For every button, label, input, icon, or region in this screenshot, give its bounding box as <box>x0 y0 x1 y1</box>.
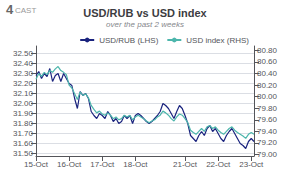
svg-text:32.40: 32.40 <box>13 59 34 68</box>
svg-text:79.80: 79.80 <box>257 104 278 113</box>
svg-text:17-Oct: 17-Oct <box>90 160 115 169</box>
svg-text:80.20: 80.20 <box>257 81 278 90</box>
svg-text:USD index (RHS): USD index (RHS) <box>186 36 249 45</box>
svg-text:80.40: 80.40 <box>257 69 278 78</box>
svg-text:18-Oct: 18-Oct <box>123 160 148 169</box>
svg-text:80.80: 80.80 <box>257 46 278 55</box>
svg-text:79.60: 79.60 <box>257 115 278 124</box>
svg-text:4: 4 <box>6 2 14 17</box>
svg-text:15-Oct: 15-Oct <box>24 160 49 169</box>
svg-text:31.80: 31.80 <box>13 119 34 128</box>
svg-text:80.60: 80.60 <box>257 57 278 66</box>
svg-text:16-Oct: 16-Oct <box>57 160 82 169</box>
svg-text:31.60: 31.60 <box>13 139 34 148</box>
svg-text:32.00: 32.00 <box>13 99 34 108</box>
svg-text:21-Oct: 21-Oct <box>173 160 198 169</box>
svg-text:USD/RUB (LHS): USD/RUB (LHS) <box>99 36 158 45</box>
svg-text:31.70: 31.70 <box>13 129 34 138</box>
svg-text:USD/RUB vs USD index: USD/RUB vs USD index <box>83 7 207 19</box>
svg-text:over the past 2 weeks: over the past 2 weeks <box>106 20 184 29</box>
svg-text:31.50: 31.50 <box>13 149 34 158</box>
svg-text:32.50: 32.50 <box>13 49 34 58</box>
svg-text:31.90: 31.90 <box>13 109 34 118</box>
svg-text:79.40: 79.40 <box>257 127 278 136</box>
svg-text:79.20: 79.20 <box>257 138 278 147</box>
svg-text:22-Oct: 22-Oct <box>206 160 231 169</box>
svg-text:CAST: CAST <box>15 6 36 15</box>
svg-text:23-Oct: 23-Oct <box>239 160 264 169</box>
svg-text:79.00: 79.00 <box>257 150 278 159</box>
svg-text:80.00: 80.00 <box>257 92 278 101</box>
svg-text:32.20: 32.20 <box>13 79 34 88</box>
svg-text:32.30: 32.30 <box>13 69 34 78</box>
svg-text:32.10: 32.10 <box>13 89 34 98</box>
